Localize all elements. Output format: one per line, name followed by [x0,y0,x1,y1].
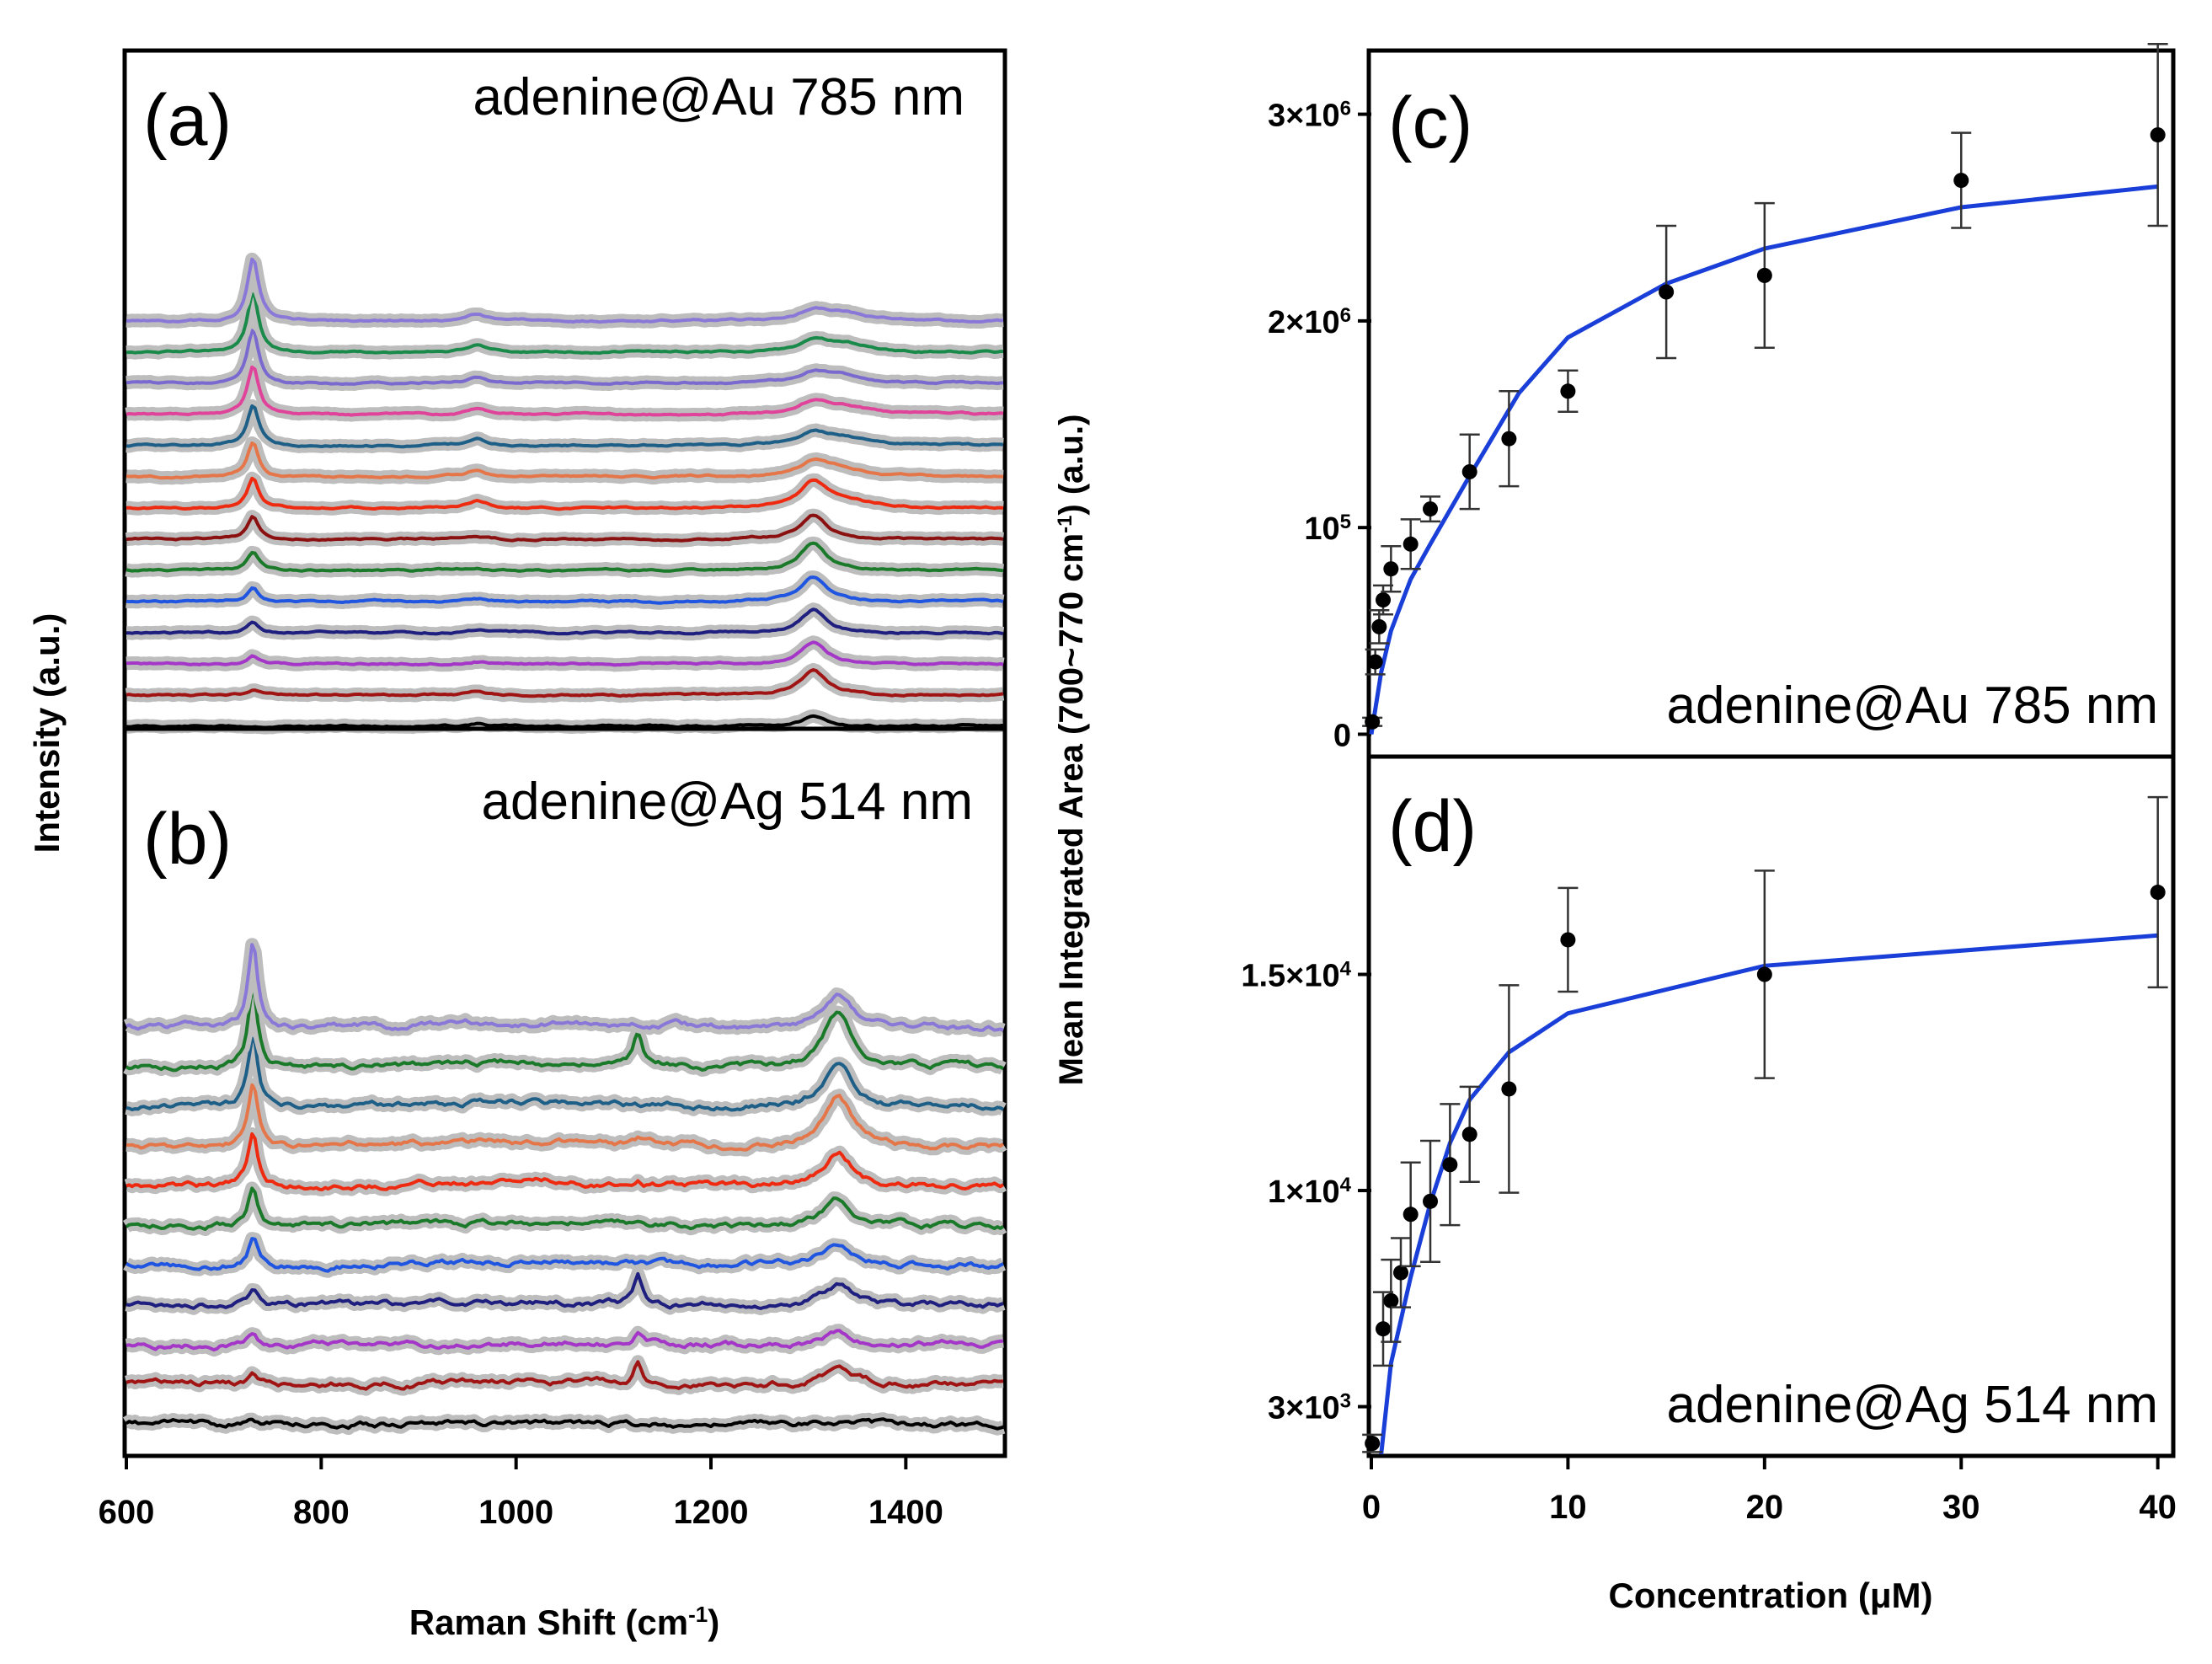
panel-d-data-point [1423,1193,1439,1209]
panel-a-series-12-line [126,329,1004,386]
panel-b-series-1-line [125,1417,1004,1431]
panel-b-series-5-line [126,1237,1004,1273]
panel-d-data-point [1756,966,1772,982]
panel-b-series-11-line [126,943,1004,1032]
panel-b-series-4-line [126,1271,1004,1310]
panel-a-series-2-line [126,668,1004,698]
panel-c-points [1362,42,2168,730]
panel-c: 0 105 2×106 3×106 (c) adenine@Au 785 nm [1268,42,2176,759]
panel-d-data-point [2150,885,2166,901]
panel-d-data-point [1560,932,1576,948]
panel-d-fit-layer [1379,933,2158,1455]
panel-c-y-tick-label: 3×106 [1268,97,1351,134]
panel-a-series [122,252,1007,735]
panel-d-points [1362,795,2168,1453]
panel-a-series-7-line [126,513,1004,543]
panel-b-x-tick-label: 800 [293,1494,350,1531]
panel-d-x-tick-label: 40 [2139,1489,2177,1526]
panel-b-series-2-line [126,1360,1004,1391]
panel-d-data-point [1501,1081,1517,1097]
panel-d-x-tick-label: 20 [1746,1489,1784,1526]
panel-d-x-tick-label: 10 [1549,1489,1587,1526]
panel-a-series-8-line [126,476,1004,511]
panel-c-data-point [1756,267,1772,283]
panel-b-x-tick-label: 1000 [478,1494,553,1531]
panel-b-title: adenine@Ag 514 nm [482,773,973,831]
panel-b-x-ticks: 600 800 1000 1200 1400 [99,1456,943,1531]
panel-a-series-5-line [126,575,1004,605]
panel-a-series-6-line [126,541,1004,573]
panel-d-x-axis-title: Concentration (μM) [1609,1576,1933,1615]
panel-c-fit-layer [1369,184,2158,735]
panel-c-data-point [1423,501,1439,517]
panel-ab-y-axis-title: Intensity (a.u.) [27,613,67,853]
panel-b-series-10-line [126,987,1004,1073]
panel-d-frame [1366,754,2176,1458]
panel-c-data-point [1371,618,1387,634]
panel-a: (a) adenine@Au 785 nm [122,48,1007,735]
panel-c-data-point [1953,173,1969,189]
panel-c-y-tick-label: 0 [1333,718,1351,753]
panel-c-data-point [1403,536,1419,552]
panel-b-series-9-line [126,1036,1004,1112]
panel-c-data-point [1560,383,1576,399]
panel-c-data-point [1659,284,1675,300]
panel-b-series-8-line [126,1083,1005,1152]
panel-d-y-ticks: 3×103 1×104 1.5×104 [1241,957,1371,1426]
panel-c-y-ticks: 0 105 2×106 3×106 [1268,97,1371,753]
panel-b-series [122,938,1007,1436]
panel-d-data-point [1442,1157,1458,1173]
panel-c-y-tick-label: 105 [1304,511,1351,548]
panel-b-frame [122,726,1007,1458]
panel-d-data-point [1393,1265,1409,1281]
panel-b-x-tick-label: 600 [99,1494,155,1531]
panel-a-series-10-line [126,404,1004,449]
panel-d-y-tick-label: 1×104 [1268,1174,1352,1211]
panel-a-label: (a) [143,80,232,161]
panel-d-y-tick-label: 1.5×104 [1241,957,1351,994]
panel-a-series-14-line [126,257,1004,324]
panel-d-data-point [1461,1126,1477,1142]
panel-c-data-point [1365,714,1381,730]
panel-a-title: adenine@Au 785 nm [473,68,964,126]
panel-c-data-point [1383,561,1399,577]
panel-a-series-13-line [126,292,1004,356]
panel-a-series-4-line [126,607,1004,636]
panel-c-data-point [2150,127,2166,143]
panel-a-series-9-line [126,441,1004,480]
panel-d-x-tick-label: 0 [1362,1489,1381,1526]
panel-c-data-point [1367,654,1383,670]
panel-b-x-tick-label: 1200 [674,1494,749,1531]
panel-c-data-point [1501,431,1517,447]
panel-d-x-tick-label: 30 [1942,1489,1980,1526]
panel-d-data-point [1365,1436,1381,1452]
panel-b-x-tick-label: 1400 [868,1494,943,1531]
panel-c-data-point [1376,592,1392,608]
panel-a-series-3-line [126,640,1004,667]
panel-c-label: (c) [1388,83,1472,163]
panel-d-title: adenine@Ag 514 nm [1667,1376,2158,1434]
panel-c-fit-line [1369,184,2158,735]
panel-d-data-point [1383,1292,1399,1308]
panel-b-series-3-line [126,1329,1004,1352]
panel-c-y-tick-label: 2×106 [1268,303,1351,340]
panel-cd-y-axis-title: Mean Integrated Area (700~770 cm-1) (a.u… [1053,415,1090,1086]
panel-c-title: adenine@Au 785 nm [1667,677,2158,735]
panel-d-data-point [1376,1321,1392,1337]
panel-d-y-tick-label: 3×103 [1268,1389,1351,1426]
panel-b: 600 800 1000 1200 1400 (b) adenine@Ag 514 nm… [99,726,1007,1642]
panel-b-label: (b) [143,799,232,880]
panel-d-data-point [1403,1207,1419,1223]
panel-c-data-point [1461,463,1477,479]
panel-b-series-7-line [126,1132,1004,1191]
panel-b-series-6-line [125,1186,1005,1231]
panel-d-fit-line [1379,933,2158,1455]
panel-b-x-axis-title: Raman Shift (cm-1) [409,1602,720,1642]
panel-a-series-11-line [126,365,1004,417]
panel-d-label: (d) [1388,786,1477,867]
panel-d: 3×103 1×104 1.5×104 0 10 20 30 40 (d) adenine@… [1241,754,2177,1615]
panel-d-x-ticks: 0 10 20 30 40 [1362,1456,2177,1526]
